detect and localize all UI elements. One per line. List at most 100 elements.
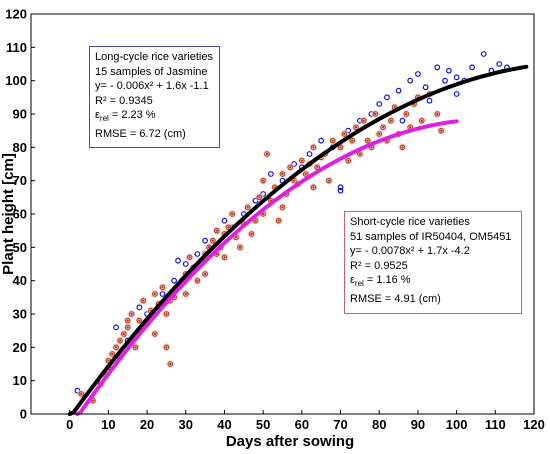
data-point-short-core bbox=[440, 129, 442, 131]
legend-long-equation: y= - 0.006x² + 1.6x -1.1 bbox=[95, 79, 214, 94]
y-tick-label: 30 bbox=[13, 307, 27, 322]
y-tick-label: 20 bbox=[13, 340, 27, 355]
x-tick-label: 50 bbox=[256, 417, 270, 432]
x-tick-label: 110 bbox=[485, 417, 506, 432]
data-point-short-core bbox=[378, 133, 380, 135]
x-axis-label: Days after sowing bbox=[226, 433, 354, 450]
x-tick-label: 20 bbox=[140, 417, 154, 432]
data-point-short-core bbox=[235, 236, 237, 238]
data-point-short-core bbox=[366, 139, 368, 141]
data-point-short-core bbox=[359, 153, 361, 155]
data-point-short-core bbox=[328, 179, 330, 181]
data-point-short-core bbox=[161, 286, 163, 288]
data-point-short-core bbox=[409, 126, 411, 128]
legend-short-title: Short-cycle rice varieties bbox=[350, 215, 516, 230]
data-point-short-core bbox=[80, 393, 82, 395]
y-axis-label: Plant height [cm] bbox=[0, 153, 17, 275]
data-point-short-core bbox=[289, 166, 291, 168]
y-tick-label: 120 bbox=[5, 7, 27, 22]
x-tick-label: 70 bbox=[333, 417, 347, 432]
data-point-short-core bbox=[316, 166, 318, 168]
data-point-short-core bbox=[111, 353, 113, 355]
data-point-short-core bbox=[239, 246, 241, 248]
data-point-short-core bbox=[223, 256, 225, 258]
data-point-short-core bbox=[165, 346, 167, 348]
x-tick-label: 60 bbox=[295, 417, 309, 432]
data-point-short-core bbox=[196, 279, 198, 281]
data-point-short-core bbox=[312, 186, 314, 188]
x-tick-label: 100 bbox=[446, 417, 468, 432]
legend-short-samples: 51 samples of IR50404, OM5451 bbox=[350, 230, 516, 245]
legend-short-equation: y= - 0.0078x² + 1.7x -4.2 bbox=[350, 244, 516, 259]
legend-long-cycle: Long-cycle rice varieties 15 samples of … bbox=[89, 46, 220, 148]
data-point-short-core bbox=[405, 113, 407, 115]
data-point-short-core bbox=[127, 326, 129, 328]
y-tick-label: 100 bbox=[5, 73, 27, 88]
data-point-short-core bbox=[119, 339, 121, 341]
data-point-short-core bbox=[212, 239, 214, 241]
data-point-short-core bbox=[277, 219, 279, 221]
data-point-short-core bbox=[142, 299, 144, 301]
data-point-short-core bbox=[154, 333, 156, 335]
data-point-short-core bbox=[281, 173, 283, 175]
y-tick-label: 110 bbox=[6, 40, 27, 55]
legend-long-erel: εrel = 2.23 % bbox=[95, 108, 214, 127]
y-tick-label: 10 bbox=[13, 373, 27, 388]
legend-long-rmse: RMSE = 6.72 (cm) bbox=[95, 127, 214, 142]
data-point-short-core bbox=[262, 179, 264, 181]
x-tick-label: 30 bbox=[179, 417, 193, 432]
data-point-short-core bbox=[382, 126, 384, 128]
data-point-short-core bbox=[165, 313, 167, 315]
data-point-short-core bbox=[185, 293, 187, 295]
y-tick-label: 90 bbox=[13, 107, 27, 122]
data-point-short-core bbox=[258, 196, 260, 198]
data-point-short-core bbox=[351, 139, 353, 141]
data-point-short-core bbox=[227, 226, 229, 228]
data-point-short-core bbox=[127, 319, 129, 321]
data-point-short-core bbox=[266, 153, 268, 155]
data-point-short-core bbox=[154, 293, 156, 295]
legend-long-samples: 15 samples of Jasmine bbox=[95, 65, 214, 80]
legend-long-title: Long-cycle rice varieties bbox=[95, 50, 214, 65]
legend-short-erel: εrel = 1.16 % bbox=[350, 273, 516, 292]
data-point-short-core bbox=[355, 126, 357, 128]
data-point-short-core bbox=[281, 206, 283, 208]
data-point-short-core bbox=[339, 146, 341, 148]
data-point-short-core bbox=[436, 113, 438, 115]
data-point-short-core bbox=[363, 119, 365, 121]
x-tick-label: 10 bbox=[101, 417, 115, 432]
x-tick-label: 90 bbox=[411, 417, 425, 432]
data-point-short-core bbox=[305, 173, 307, 175]
data-point-short-core bbox=[138, 319, 140, 321]
y-tick-label: 0 bbox=[20, 407, 27, 422]
data-point-short-core bbox=[390, 119, 392, 121]
data-point-short-core bbox=[421, 119, 423, 121]
data-point-short-core bbox=[231, 213, 233, 215]
legend-long-r2: R² = 0.9345 bbox=[95, 94, 214, 109]
data-point-short-core bbox=[250, 233, 252, 235]
data-point-short-core bbox=[216, 229, 218, 231]
data-point-short-core bbox=[130, 313, 132, 315]
data-point-short-core bbox=[254, 219, 256, 221]
data-point-short-core bbox=[115, 346, 117, 348]
x-tick-label: 120 bbox=[523, 417, 545, 432]
data-point-short-core bbox=[107, 359, 109, 361]
data-point-short-core bbox=[343, 133, 345, 135]
data-point-short-core bbox=[246, 206, 248, 208]
data-point-short-core bbox=[332, 139, 334, 141]
data-point-short-core bbox=[374, 113, 376, 115]
data-point-short-core bbox=[262, 213, 264, 215]
data-point-short-core bbox=[347, 159, 349, 161]
data-point-short-core bbox=[204, 273, 206, 275]
data-point-short-core bbox=[123, 333, 125, 335]
legend-short-rmse: RMSE = 4.91 (cm) bbox=[350, 292, 516, 307]
y-tick-label: 80 bbox=[13, 140, 27, 155]
data-point-short-core bbox=[301, 159, 303, 161]
x-tick-label: 80 bbox=[372, 417, 386, 432]
data-point-short-core bbox=[312, 146, 314, 148]
data-point-short-core bbox=[401, 146, 403, 148]
legend-short-cycle: Short-cycle rice varieties 51 samples of… bbox=[344, 211, 522, 314]
data-point-short-core bbox=[169, 363, 171, 365]
x-tick-label: 0 bbox=[66, 417, 73, 432]
data-point-short-core bbox=[134, 346, 136, 348]
